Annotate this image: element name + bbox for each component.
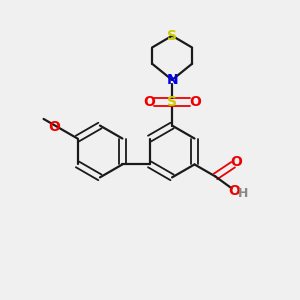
- Text: O: O: [143, 95, 155, 109]
- Text: S: S: [167, 29, 177, 43]
- Text: N: N: [166, 73, 178, 87]
- Text: O: O: [48, 120, 60, 134]
- Text: O: O: [189, 95, 201, 109]
- Text: H: H: [238, 187, 248, 200]
- Text: S: S: [167, 95, 177, 109]
- Text: O: O: [231, 155, 243, 170]
- Text: O: O: [229, 184, 241, 198]
